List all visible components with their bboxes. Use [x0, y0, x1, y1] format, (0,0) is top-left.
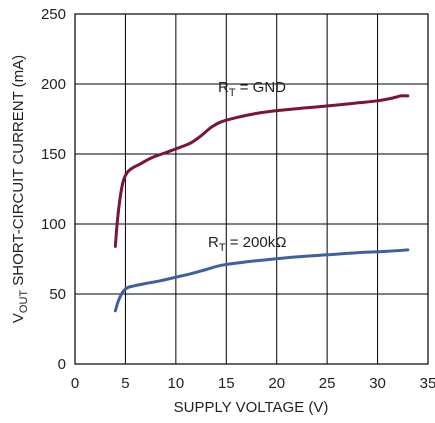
series-label-rt-gnd: RT = GND	[218, 79, 286, 99]
x-tick-labels: 0 5 10 15 20 25 30 35	[71, 375, 435, 392]
x-tick-label: 20	[268, 375, 285, 392]
y-axis-title: VOUT SHORT-CIRCUIT CURRENT (mA)	[10, 55, 30, 323]
series-label-rt-200k-subscript: T	[219, 242, 226, 254]
x-tick-label: 35	[420, 375, 435, 392]
y-tick-label: 200	[41, 76, 66, 93]
x-tick-label: 30	[369, 375, 386, 392]
series-label-rt-gnd-subscript: T	[229, 87, 236, 99]
y-axis-title-subscript: OUT	[18, 290, 30, 314]
x-tick-label: 10	[168, 375, 185, 392]
series-line-rt-gnd	[113, 94, 410, 248]
x-tick-label: 15	[218, 375, 235, 392]
x-tick-label: 5	[121, 375, 129, 392]
x-tick-label: 25	[319, 375, 336, 392]
series-label-rt-200k: RT = 200kΩ	[208, 234, 286, 254]
series-label-rt-200k-prefix: R	[208, 234, 219, 251]
y-axis-title-prefix: V	[10, 313, 27, 323]
y-tick-label: 0	[58, 356, 66, 373]
series-label-rt-200k-suffix: = 200kΩ	[226, 234, 287, 251]
x-tick-label: 0	[71, 375, 79, 392]
y-tick-label: 50	[49, 286, 66, 303]
y-axis-title-suffix: SHORT-CIRCUIT CURRENT (mA)	[10, 55, 27, 290]
x-axis-title: SUPPLY VOLTAGE (V)	[174, 399, 329, 416]
series-label-rt-gnd-prefix: R	[218, 79, 229, 96]
series-lines	[113, 94, 410, 313]
y-tick-label: 150	[41, 146, 66, 163]
y-tick-labels: 0 50 100 150 200 250	[41, 6, 66, 373]
plot-frame	[74, 13, 429, 365]
series-label-rt-gnd-suffix: = GND	[236, 79, 287, 96]
y-tick-label: 250	[41, 6, 66, 23]
series-line-rt-200k	[113, 248, 410, 313]
y-tick-label: 100	[41, 216, 66, 233]
grid-lines	[75, 14, 428, 364]
